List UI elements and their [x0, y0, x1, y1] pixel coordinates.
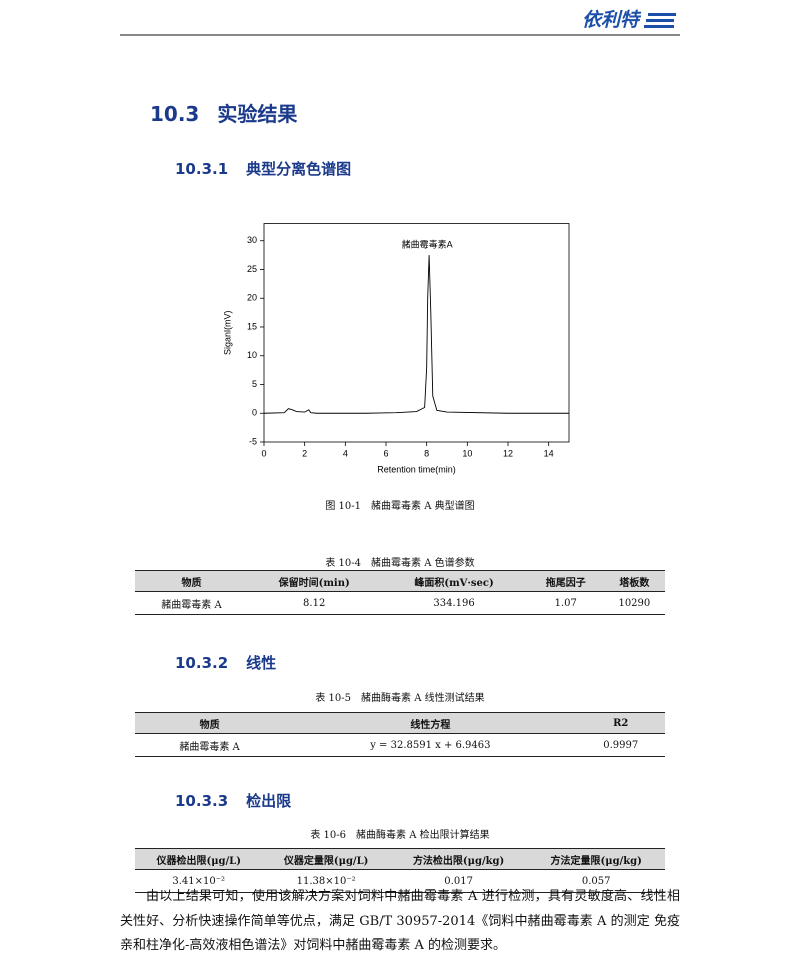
- column-header: 保留时间(min): [247, 570, 381, 592]
- subsection-text: 线性: [246, 654, 277, 672]
- table-row: 赭曲霉毒素 A 8.12 334.196 1.07 10290: [135, 591, 665, 615]
- column-header: R2: [576, 712, 665, 734]
- column-header: 仪器检出限(μg/L): [135, 848, 263, 870]
- column-header: 方法定量限(μg/kg): [527, 848, 665, 870]
- y-tick-label: 30: [247, 235, 257, 245]
- header-row: 物质 保留时间(min) 峰面积(mV·sec) 拖尾因子 塔板数: [135, 570, 665, 592]
- table: 物质 保留时间(min) 峰面积(mV·sec) 拖尾因子 塔板数 赭曲霉毒素 A 8.12…: [135, 570, 665, 615]
- logo: 依利特: [582, 9, 642, 31]
- header-row: 物质 线性方程 R2: [135, 712, 665, 734]
- column-header: 方法检出限(μg/kg): [389, 848, 528, 870]
- x-tick-label: 6: [383, 448, 388, 458]
- subsection-heading: 10.3.1 典型分离色谱图: [175, 158, 369, 179]
- cell: 0.057: [527, 869, 665, 893]
- chromatogram: -5 0 5 10 15 20 25 30 0 2 4 6 8 10 12 14 Retention time(…: [222, 223, 570, 474]
- y-tick-label: 0: [252, 408, 257, 418]
- x-axis-label: Retention time(min): [377, 464, 456, 474]
- y-tick-label: 20: [247, 293, 257, 303]
- plot-frame: [263, 223, 570, 443]
- column-header: 塔板数: [603, 570, 665, 592]
- x-tick-label: 4: [343, 448, 348, 458]
- cell: 334.196: [380, 591, 528, 615]
- section-number: 10.3: [150, 102, 200, 126]
- column-header: 物质: [135, 712, 285, 734]
- paragraph: 由以上结果可知，使用该解决方案对饲料中赭曲霉毒素 A 进行检测，具有灵敏度高、线…: [120, 889, 680, 953]
- table-caption: 表 10-5 赭曲酶毒素 A 线性测试结果: [315, 693, 485, 704]
- logo-bars: [644, 13, 676, 28]
- x-tick-label: 10: [462, 448, 472, 458]
- cell: 8.12: [247, 591, 381, 615]
- cell: 0.9997: [576, 733, 665, 757]
- y-tick-label: 15: [247, 321, 257, 331]
- column-header: 仪器定量限(μg/L): [262, 848, 390, 870]
- subsection-number: 10.3.2: [175, 654, 229, 672]
- table-caption: 表 10-4 赭曲霉毒素 A 色谱参数: [325, 558, 475, 569]
- cell: 0.017: [389, 869, 528, 893]
- subsection-number: 10.3.3: [175, 792, 229, 810]
- y-axis-label: Siganl(mV): [222, 310, 232, 355]
- section-text: 实验结果: [217, 102, 298, 126]
- cell: 赭曲霉毒素 A: [135, 733, 285, 757]
- column-header: 物质: [135, 570, 248, 592]
- x-tick-label: 2: [302, 448, 307, 458]
- column-header: 峰面积(mV·sec): [380, 570, 528, 592]
- y-tick-label: 10: [247, 350, 257, 360]
- header-row: 仪器检出限(μg/L) 仪器定量限(μg/L) 方法检出限(μg/kg) 方法定量限(…: [135, 848, 665, 870]
- cell: y = 32.8591 x + 6.9463: [284, 733, 577, 757]
- y-tick-label: 5: [252, 379, 257, 389]
- y-tick-label: -5: [249, 436, 257, 446]
- cell: 11.38×10⁻²: [262, 869, 390, 893]
- cell: 赭曲霉毒素 A: [135, 591, 248, 615]
- x-tick-label: 8: [424, 448, 429, 458]
- table-caption: 表 10-6 赭曲酶毒素 A 检出限计算结果: [310, 830, 490, 841]
- table: 仪器检出限(μg/L) 仪器定量限(μg/L) 方法检出限(μg/kg) 方法定量限(…: [135, 848, 665, 893]
- x-tick-label: 14: [544, 448, 554, 458]
- subsection-heading: 10.3.3 检出限: [175, 790, 309, 811]
- header: 依利特: [120, 9, 680, 36]
- cell: 10290: [603, 591, 665, 615]
- subsection-number: 10.3.1: [175, 160, 229, 178]
- x-tick-label: 0: [261, 448, 266, 458]
- subsection-text: 典型分离色谱图: [246, 160, 352, 178]
- cell: 1.07: [527, 591, 604, 615]
- figure-caption: 图 10-1 赭曲霉毒素 A 典型谱图: [325, 501, 475, 512]
- peak-annotation: 赭曲霉毒素A: [402, 239, 453, 250]
- x-tick-label: 12: [503, 448, 513, 458]
- table-row: 3.41×10⁻² 11.38×10⁻² 0.017 0.057: [135, 869, 665, 893]
- y-tick-label: 25: [247, 264, 257, 274]
- section-heading: 10.3 实验结果: [150, 98, 315, 127]
- cell: 3.41×10⁻²: [135, 869, 263, 893]
- subsection-heading: 10.3.2 线性: [175, 652, 294, 673]
- column-header: 线性方程: [284, 712, 577, 734]
- column-header: 拖尾因子: [527, 570, 604, 592]
- trace: [263, 255, 569, 414]
- subsection-text: 检出限: [246, 792, 292, 810]
